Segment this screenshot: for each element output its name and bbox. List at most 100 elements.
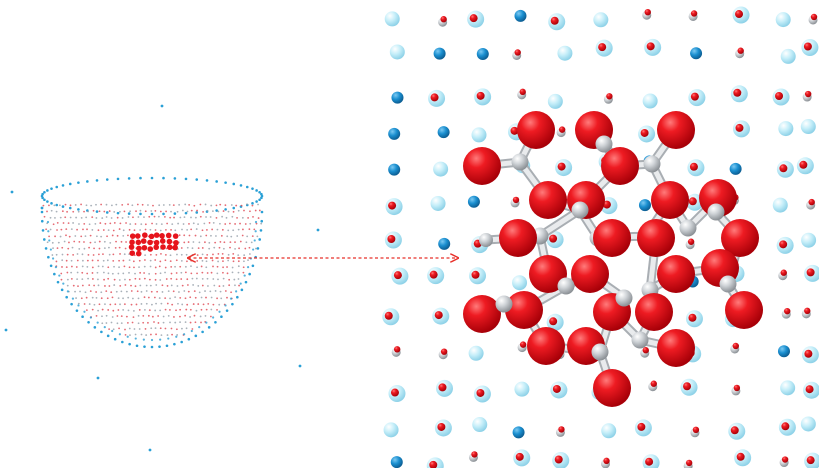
cloud-point — [77, 208, 80, 211]
cloud-point — [162, 284, 164, 286]
cloud-point — [317, 229, 320, 232]
cloud-point — [164, 297, 166, 299]
cloud-point — [131, 304, 133, 306]
cloud-point — [212, 254, 214, 256]
cloud-point — [236, 296, 239, 299]
cloud-point — [128, 212, 131, 215]
cloud-point — [61, 279, 63, 281]
cloud-point — [122, 217, 124, 219]
cloud-point — [185, 321, 187, 323]
oxygen-atom — [601, 147, 639, 185]
oxygen-atom — [651, 381, 657, 387]
cloud-point — [86, 309, 88, 311]
cloud-point — [246, 203, 248, 205]
cloud-point — [100, 236, 102, 238]
cloud-point — [124, 211, 126, 213]
cloud-point — [118, 266, 120, 268]
cloud-point — [135, 223, 137, 225]
cloud-point — [205, 216, 207, 218]
cloud-point — [207, 285, 209, 287]
cloud-point — [140, 223, 142, 225]
cloud-point — [211, 229, 213, 231]
cloud-point — [141, 334, 143, 336]
cloud-point — [43, 238, 46, 241]
water-molecule — [801, 119, 816, 134]
oxygen-atom — [517, 111, 555, 149]
cloud-point — [107, 266, 109, 268]
oxygen-atom — [690, 163, 698, 171]
cloud-point — [148, 216, 150, 218]
carbon-atom — [720, 276, 737, 293]
oxygen-atom — [657, 329, 695, 367]
oxygen-atom — [689, 197, 697, 205]
cloud-point — [177, 285, 179, 287]
cloud-point — [177, 223, 179, 225]
cloud-point — [198, 242, 200, 244]
cloud-point — [73, 241, 75, 243]
cloud-point — [162, 291, 164, 293]
water-molecule — [773, 198, 788, 213]
cloud-point — [72, 211, 74, 213]
cloud-point — [41, 211, 44, 214]
cloud-point — [192, 284, 194, 286]
cloud-point — [255, 200, 258, 203]
oxygen-atom — [641, 129, 649, 137]
cloud-point — [212, 304, 214, 306]
cloud-point — [77, 181, 80, 184]
cloud-point — [88, 284, 90, 286]
cloud-point — [97, 322, 99, 324]
cloud-point — [176, 334, 178, 336]
cloud-point — [208, 326, 211, 329]
cloud-point — [76, 309, 79, 312]
cloud-point — [150, 266, 152, 268]
oxygen-atom — [391, 389, 399, 397]
cloud-point — [78, 241, 80, 243]
cloud-point — [155, 279, 157, 281]
cloud-point — [45, 228, 47, 230]
cloud-point — [121, 341, 124, 344]
cloud-point — [258, 198, 261, 201]
cloud-point — [134, 273, 136, 275]
cloud-point — [243, 260, 245, 262]
cloud-solute-point — [142, 245, 148, 251]
cloud-point — [236, 235, 238, 237]
cloud-point — [154, 259, 156, 261]
ion-atom — [477, 48, 489, 60]
cloud-point — [110, 291, 112, 293]
cloud-point — [241, 205, 243, 207]
cloud-point — [247, 266, 249, 268]
cloud-point — [195, 211, 198, 214]
cloud-point — [5, 329, 8, 332]
cloud-point — [173, 343, 176, 346]
oxygen-atom — [441, 348, 447, 354]
cloud-point — [159, 310, 161, 312]
cloud-point — [162, 177, 165, 180]
cloud-point — [60, 229, 62, 231]
cloud-point — [179, 309, 181, 311]
cloud-point — [113, 211, 115, 213]
ion-atom — [468, 196, 480, 208]
cloud-point — [132, 216, 134, 218]
cloud-point — [134, 278, 136, 280]
cloud-point — [165, 259, 167, 261]
cloud-point — [139, 278, 141, 280]
cloud-point — [224, 208, 227, 211]
cloud-point — [81, 272, 83, 274]
cloud-point — [139, 260, 141, 262]
cloud-point — [115, 247, 117, 249]
cloud-point — [141, 303, 143, 305]
cloud-point — [141, 291, 143, 293]
cloud-point — [137, 216, 139, 218]
cloud-point — [111, 217, 113, 219]
cloud-point — [216, 217, 218, 219]
cloud-point — [118, 297, 120, 299]
cloud-solute-point — [147, 246, 153, 252]
cloud-point — [161, 223, 163, 225]
oxygen-atom — [784, 308, 790, 314]
oxygen-atom — [725, 291, 763, 329]
cloud-point — [121, 315, 123, 317]
cloud-point — [71, 266, 73, 268]
cloud-point — [69, 207, 72, 210]
cloud-point — [173, 290, 175, 292]
cloud-point — [190, 272, 192, 274]
